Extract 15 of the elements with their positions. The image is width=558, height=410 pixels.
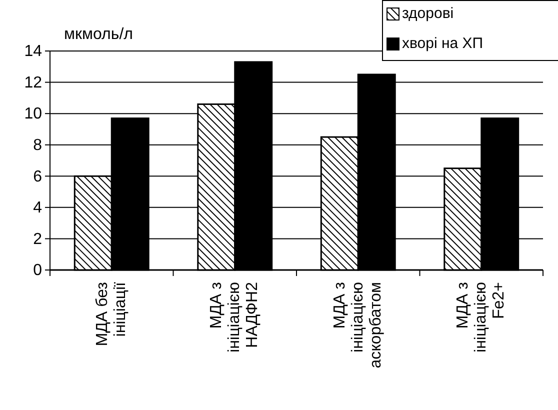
y-tick-label: 6 [33, 168, 42, 186]
y-tick-label: 0 [33, 262, 42, 280]
legend-label: хворі на ХП [402, 34, 484, 52]
x-tick-label: МДА з ініціацією Fe2+ [454, 282, 508, 352]
y-tick-label: 12 [24, 74, 42, 92]
x-tick-label: МДА з ініціацією аскорбатом [331, 282, 384, 368]
y-tick-label: 14 [24, 43, 42, 60]
y-axis-title: мкмоль/л [64, 26, 133, 43]
y-tick-label: 8 [33, 136, 42, 154]
x-tick-label: МДА з ініціацією НАДФН2 [208, 282, 262, 352]
x-tick-label: МДА без ініціації [94, 281, 129, 346]
legend-label: здорові [402, 4, 454, 22]
y-tick-label: 10 [24, 106, 42, 123]
y-tick-label: 4 [33, 200, 42, 217]
y-tick-label: 2 [33, 230, 42, 248]
